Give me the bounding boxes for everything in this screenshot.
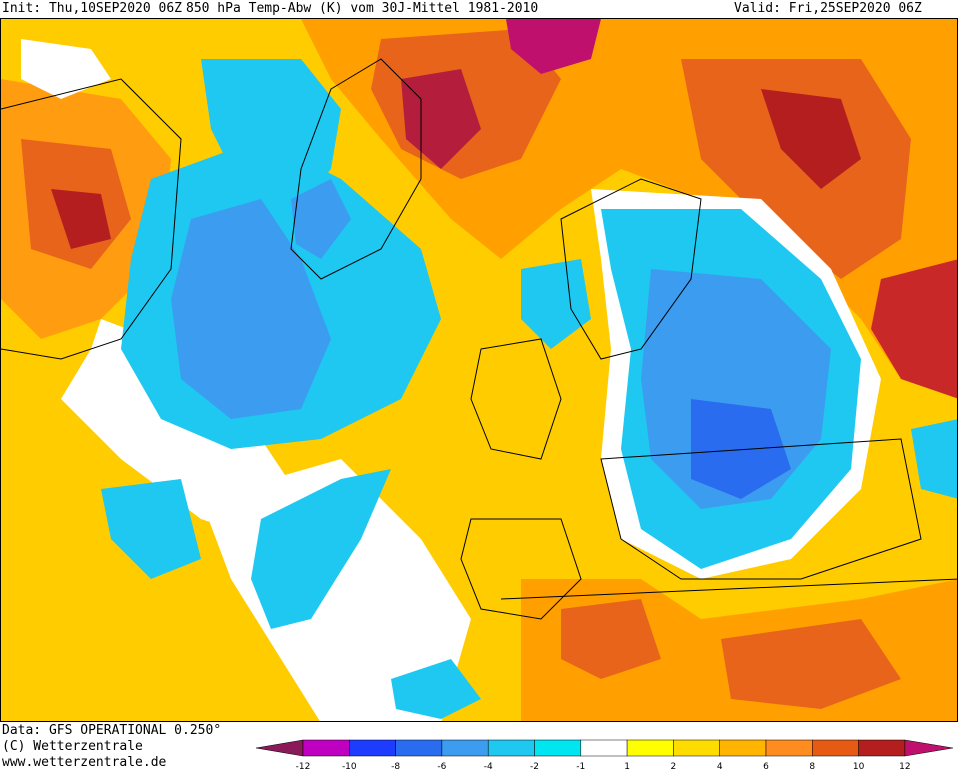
anomaly-region-cyan-caspian [911, 419, 957, 499]
init-time-label: Init: Thu,10SEP2020 06Z [2, 1, 183, 16]
color-legend: -12 -10 -8 -6 -4 -2 -1 1 2 4 6 8 10 12 [255, 739, 953, 772]
legend-tick-label: 1 [624, 762, 630, 772]
greenland-outline [290, 58, 422, 280]
legend-arrow-low [255, 739, 304, 757]
anomaly-region-cyan-norway [521, 259, 591, 349]
legend-tick-label: -12 [296, 762, 311, 772]
data-source-credit: Data: GFS OPERATIONAL 0.250° [2, 723, 222, 738]
legend-tick-label: -4 [484, 762, 493, 772]
north-africa-coast-outline [500, 578, 957, 600]
copyright-credit: (C) Wetterzentrale [2, 739, 143, 754]
legend-tick-label: 12 [899, 762, 910, 772]
anomaly-region-cyan-greenland-west [201, 59, 341, 219]
legend-tick-label: -10 [342, 762, 357, 772]
anomaly-region-cyan-mid-atlantic [101, 479, 201, 579]
legend-color-bin [487, 739, 535, 757]
anomaly-region-dark-blue-balkans [691, 399, 791, 499]
anomaly-region-red-russia [871, 259, 957, 399]
legend-color-bin [719, 739, 767, 757]
valid-time-label: Valid: Fri,25SEP2020 06Z [734, 1, 922, 16]
anomaly-region-dark-orange-sahara-west [561, 599, 661, 679]
legend-tick-label: 10 [853, 762, 865, 772]
north-america-coast-outline [1, 78, 182, 360]
legend-tick-label: -2 [530, 762, 539, 772]
anomaly-region-red-siberia [761, 89, 861, 189]
legend-color-bin [302, 739, 350, 757]
legend-color-bin [765, 739, 813, 757]
legend-tick-label: -8 [391, 762, 400, 772]
field-description-label: 850 hPa Temp-Abw (K) vom 30J-Mittel 1981… [186, 1, 539, 16]
map-footer: Data: GFS OPERATIONAL 0.250° (C) Wetterz… [0, 722, 968, 782]
legend-color-bin [580, 739, 628, 757]
anomaly-region-cyan-canaries [391, 659, 481, 719]
anomaly-region-magenta-arctic [506, 19, 601, 74]
anomaly-region-red-hudson [51, 189, 111, 249]
map-title-bar: Init: Thu,10SEP2020 06Z 850 hPa Temp-Abw… [0, 0, 968, 18]
legend-arrow-high [904, 739, 953, 757]
legend-tick-label: 8 [809, 762, 815, 772]
legend-color-bin [812, 739, 859, 757]
website-credit: www.wetterzentrale.de [2, 755, 167, 770]
anomaly-region-neutral-arctic-canada [21, 39, 111, 99]
legend-tick-label: 4 [717, 762, 723, 772]
legend-color-bin [626, 739, 674, 757]
legend-tick-label: 6 [763, 762, 769, 772]
legend-color-bin [441, 739, 489, 757]
anomaly-region-blue-greenland-coast [291, 179, 351, 259]
anomaly-region-neutral-atlantic-west [61, 319, 301, 539]
scandinavia-outline [560, 178, 702, 360]
legend-color-bin [534, 739, 582, 757]
legend-tick-label: -1 [576, 762, 585, 772]
legend-color-bin [395, 739, 443, 757]
legend-color-bin [349, 739, 396, 757]
legend-tick-label: 2 [671, 762, 677, 772]
legend-color-bin [673, 739, 720, 757]
iberia-outline [460, 518, 582, 620]
mediterranean-coast-outline [600, 438, 922, 580]
british-isles-outline [470, 338, 562, 460]
legend-tick-label: -6 [437, 762, 446, 772]
legend-color-bin [858, 739, 906, 757]
anomaly-region-blue-labrador-sea [171, 199, 331, 419]
anomaly-region-dark-orange-siberia [681, 59, 911, 279]
anomaly-region-dark-orange-sahara-east [721, 619, 901, 709]
temperature-anomaly-map [0, 18, 958, 722]
anomaly-region-cyan-azores [251, 469, 391, 629]
